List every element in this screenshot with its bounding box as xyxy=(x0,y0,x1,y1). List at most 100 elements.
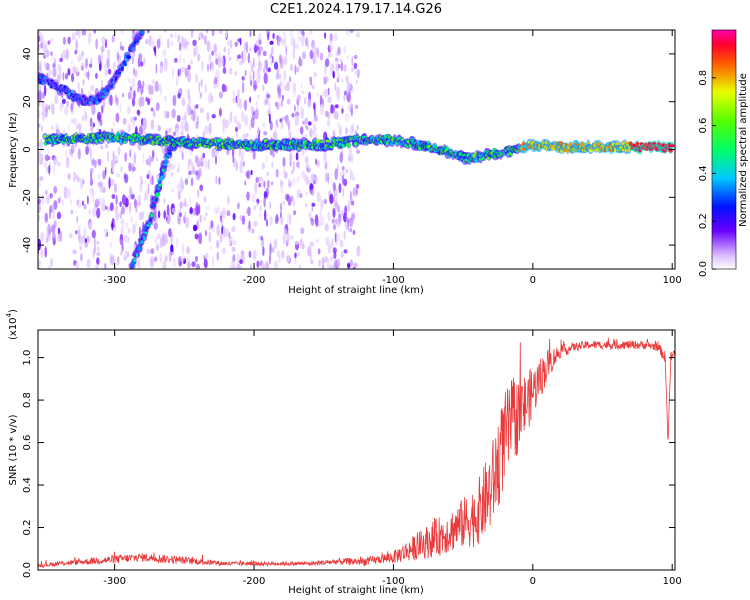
spectrogram-cell xyxy=(272,238,276,250)
spectrogram-cell xyxy=(94,198,100,208)
spectrogram-cell xyxy=(171,188,175,193)
spectrogram-cell xyxy=(111,194,116,199)
spectrogram-cell xyxy=(59,230,63,242)
spectrogram-cell xyxy=(263,191,268,198)
spectrogram-cell xyxy=(324,32,327,39)
spectrogram-cell xyxy=(74,172,77,179)
spectrogram-cell xyxy=(172,131,176,136)
spectrogram-cell xyxy=(38,150,43,161)
spectrogram-cell xyxy=(99,181,104,193)
spectrogram-cell xyxy=(294,118,299,127)
spectrogram-cell xyxy=(80,252,83,262)
spectrogram-cell xyxy=(170,244,174,253)
spectrogram-cell xyxy=(42,40,47,51)
spectrogram-cell xyxy=(211,60,214,72)
spectrogram-cell xyxy=(187,261,191,269)
spectrogram-cell xyxy=(126,106,131,115)
spectrogram-cell xyxy=(177,68,180,77)
spectrogram-cell xyxy=(115,112,120,123)
spectrogram-cell xyxy=(338,183,342,194)
spectrogram-cell xyxy=(187,70,192,83)
spectrogram-cell xyxy=(154,80,159,93)
spectrogram-cell xyxy=(164,130,168,137)
spectrogram-cell xyxy=(65,48,69,60)
spectrogram-cell xyxy=(264,59,266,71)
spectrogram-cell xyxy=(117,71,122,75)
spectrogram-cell xyxy=(119,201,122,208)
spectrogram-cell xyxy=(312,44,316,54)
spectrogram-cell xyxy=(155,102,160,112)
spectrogram-cell xyxy=(283,166,286,179)
spectrogram-cell xyxy=(280,217,284,226)
spectrogram-cell xyxy=(323,256,328,263)
spectrogram-cell xyxy=(354,141,358,146)
spectrogram-cell xyxy=(256,76,259,85)
spectrogram-cell xyxy=(116,51,120,61)
x-tick-label: -100 xyxy=(382,275,405,286)
spectrogram-cell xyxy=(128,202,131,215)
spectrogram-cell xyxy=(47,40,51,45)
spectrogram-cell xyxy=(130,193,135,200)
spectrogram-cell xyxy=(324,63,327,76)
spectrogram-cell xyxy=(133,257,137,263)
spectrogram-cell xyxy=(236,202,240,210)
spectrogram-cell xyxy=(264,261,270,269)
spectrogram-cell xyxy=(88,63,93,68)
spectrogram-cell xyxy=(137,194,141,205)
spectrogram-cell xyxy=(344,205,348,216)
spectrogram-cell xyxy=(88,209,91,215)
spectrogram-cell xyxy=(273,61,279,70)
spectrogram-cell xyxy=(92,248,95,259)
spectrogram-cell xyxy=(309,30,313,36)
spectrogram-cell xyxy=(184,111,187,124)
spectrogram-cell xyxy=(184,41,190,46)
spectrogram-cell xyxy=(168,127,172,133)
spectrogram-cell xyxy=(97,126,99,133)
spectrogram-cell xyxy=(104,64,108,71)
spectrogram-cell xyxy=(159,64,163,74)
spectrogram-cell xyxy=(181,200,184,209)
spectrogram-cell xyxy=(275,213,279,220)
spectrogram-cell xyxy=(97,158,102,166)
spectrogram-cell xyxy=(580,141,584,147)
spectrogram-cell xyxy=(112,150,115,160)
y-tick-label: 0 xyxy=(22,146,33,152)
spectrogram-cell xyxy=(227,47,231,56)
spectrogram-cell xyxy=(232,213,236,221)
spectrogram-cell xyxy=(210,245,213,251)
spectrogram-cell xyxy=(202,34,205,41)
spectrogram-cell xyxy=(239,60,243,66)
colorbar-tick-label: 0.0 xyxy=(698,261,709,277)
spectrogram-cell xyxy=(298,58,303,67)
spectrogram-cell xyxy=(215,175,218,185)
spectrogram-cell xyxy=(109,94,113,106)
spectrogram-cell xyxy=(62,72,65,81)
spectrogram-cell xyxy=(75,30,79,36)
x-tick-label: -200 xyxy=(243,576,266,587)
spectrogram-cell xyxy=(337,121,340,128)
spectrogram-cell xyxy=(255,176,259,184)
spectrogram-cell xyxy=(267,67,271,73)
spectrogram-cell xyxy=(341,166,345,171)
spectrogram-cell xyxy=(186,246,191,255)
spectrogram-cell xyxy=(77,81,80,93)
spectrogram-cell xyxy=(188,96,191,105)
spectrogram-cell xyxy=(164,159,168,164)
spectrogram-cell xyxy=(90,84,95,92)
spectrogram-cell xyxy=(38,35,41,43)
spectrogram-cell xyxy=(79,177,84,190)
spectrogram-cell xyxy=(61,98,66,104)
spectrogram-cell xyxy=(122,93,124,98)
spectrogram-cell xyxy=(222,126,225,134)
spectrogram-cell xyxy=(199,184,204,192)
spectrogram-cell xyxy=(345,127,349,135)
spectrogram-cell xyxy=(252,70,255,81)
spectrogram-cell xyxy=(240,250,245,255)
snr-y-axis-label: SNR (10 * v/v) xyxy=(8,414,19,485)
spectrogram-cell xyxy=(206,30,209,34)
spectrogram-cell xyxy=(269,242,272,255)
spectrogram-cell xyxy=(162,48,167,57)
spectrogram-cell xyxy=(195,202,200,214)
spectrogram-cell xyxy=(323,88,329,98)
spectrogram-cell xyxy=(198,232,203,245)
